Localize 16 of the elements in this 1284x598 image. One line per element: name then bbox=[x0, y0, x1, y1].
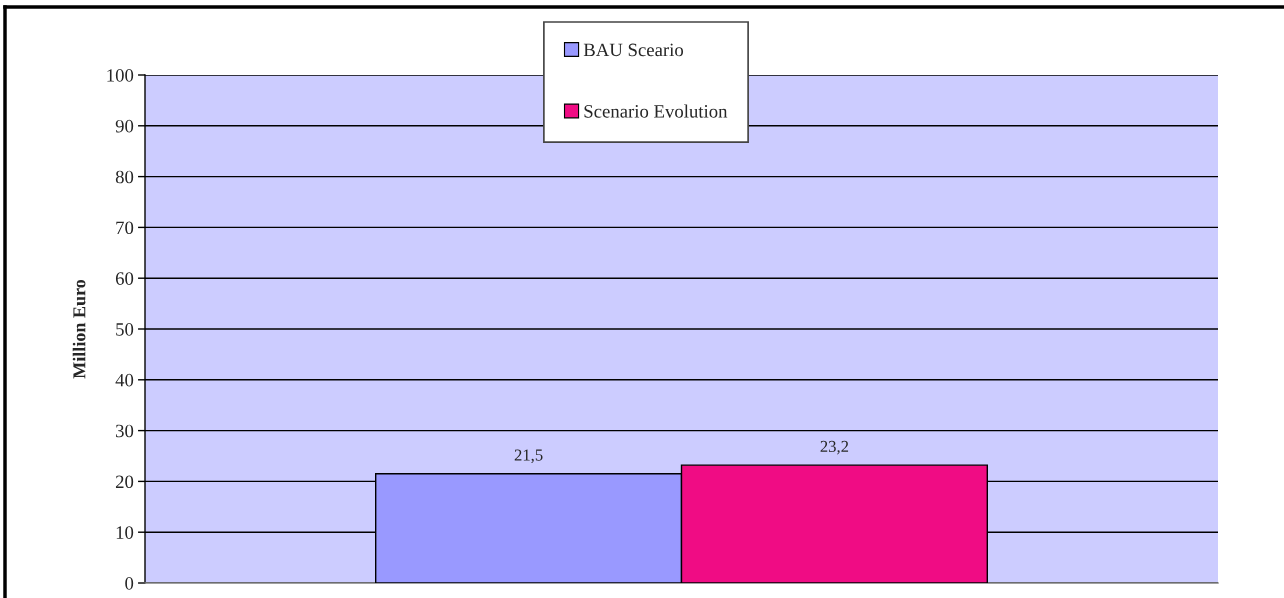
legend-label: Scenario Evolution bbox=[584, 104, 728, 118]
data-label: 21,5 bbox=[514, 449, 543, 464]
y-tick-label: 100 bbox=[107, 69, 134, 82]
data-label: 23,2 bbox=[820, 440, 849, 455]
y-tick-label: 90 bbox=[115, 119, 134, 133]
y-tick-label: 20 bbox=[115, 475, 134, 489]
y-tick-label: 80 bbox=[115, 170, 134, 184]
y-tick-label: 70 bbox=[116, 221, 134, 235]
y-tick-label: 50 bbox=[116, 323, 134, 336]
y-axis-title: Million Euro bbox=[72, 279, 86, 379]
y-tick-label: 0 bbox=[125, 577, 134, 590]
legend-label: BAU Sceario bbox=[583, 43, 684, 57]
y-tick-label: 30 bbox=[116, 424, 134, 438]
y-tick-label: 60 bbox=[115, 272, 134, 285]
y-tick-label: 10 bbox=[116, 526, 134, 539]
y-tick-label: 40 bbox=[115, 373, 134, 387]
